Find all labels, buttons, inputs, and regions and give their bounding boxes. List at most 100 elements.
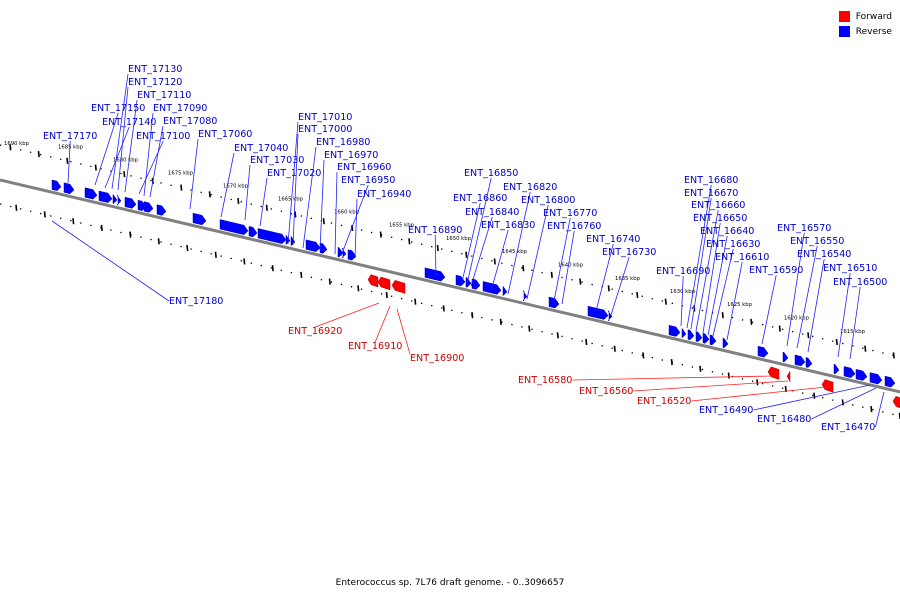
reverse-gene [695, 331, 703, 342]
gene-leader-line [104, 126, 130, 189]
lower-ruler-tick [471, 312, 474, 319]
upper-ruler-tick [721, 312, 724, 319]
lower-ruler-tick [727, 372, 730, 379]
gene-label: ENT_16550 [790, 236, 844, 247]
gene-label: ENT_16640 [700, 226, 754, 237]
scale-label: 1690 kbp [4, 141, 30, 147]
reverse-gene [502, 285, 508, 297]
reverse-gene [702, 332, 710, 344]
gene-leader-line [434, 234, 437, 277]
legend-forward-swatch [838, 11, 850, 22]
gene-label: ENT_16740 [586, 234, 640, 245]
gene-leader-line [319, 159, 325, 251]
gene-label: ENT_16890 [408, 225, 462, 236]
scale-label: 1615 kbp [840, 329, 866, 335]
upper-ruler-tick [208, 191, 211, 198]
upper-ruler-tick [522, 265, 525, 272]
lower-ruler-tick [556, 332, 559, 339]
lower-ruler-tick [72, 218, 75, 225]
gene-leader-line [837, 272, 851, 358]
lower-ruler-tick [870, 406, 873, 413]
gene-label: ENT_16470 [821, 422, 875, 433]
gene-label: ENT_17060 [198, 129, 252, 140]
reverse-gene [219, 219, 249, 235]
gene-leader-line [470, 216, 493, 287]
forward-gene [786, 370, 791, 383]
scale-label: 1675 kbp [168, 171, 194, 177]
legend: Forward Reverse [838, 9, 892, 39]
gene-label: ENT_16540 [797, 249, 851, 260]
gene-leader-line [124, 99, 138, 193]
reverse-gene [124, 196, 137, 209]
gene-leader-line [786, 232, 805, 347]
forward-gene [367, 274, 379, 288]
reverse-gene [112, 193, 118, 205]
upper-ruler-tick [465, 251, 468, 258]
gene-leader-line [292, 133, 299, 246]
upper-ruler-tick [607, 285, 610, 292]
reverse-gene [455, 274, 466, 287]
legend-reverse-swatch [838, 26, 850, 37]
scale-label: 1685 kbp [58, 145, 84, 151]
gene-leader-line [138, 140, 164, 195]
gene-label: ENT_17100 [136, 131, 190, 142]
gene-label: ENT_16960 [337, 162, 391, 173]
reverse-gene [305, 239, 321, 252]
upper-ruler-tick [66, 157, 69, 164]
gene-label: ENT_16610 [715, 252, 769, 263]
gene-label: ENT_16910 [348, 341, 402, 352]
gene-leader-line [189, 138, 199, 210]
reverse-gene [257, 228, 287, 244]
gene-label: ENT_16480 [757, 414, 811, 425]
lower-ruler-tick [756, 379, 759, 386]
reverse-gene [709, 334, 717, 346]
upper-ruler-tick [408, 238, 411, 245]
gene-label: ENT_16690 [656, 266, 710, 277]
upper-ruler-tick [493, 258, 496, 265]
upper-ruler-tick [265, 204, 268, 211]
upper-ruler-tick [123, 171, 126, 178]
gene-label: ENT_17030 [250, 155, 304, 166]
lower-ruler-tick [642, 352, 645, 359]
scale-label: 1670 kbp [223, 184, 249, 190]
reverse-gene [424, 267, 446, 282]
reverse-gene [192, 212, 207, 226]
gene-leader-line [396, 308, 411, 355]
scale-label: 1680 kbp [113, 158, 139, 164]
reverse-gene [757, 345, 769, 358]
upper-ruler-tick [636, 291, 639, 299]
lower-ruler-tick [841, 399, 844, 406]
scale-label: 1665 kbp [278, 196, 304, 202]
gene-label: ENT_16630 [706, 239, 760, 250]
lower-ruler-tick [499, 318, 502, 325]
gene-label: ENT_16570 [777, 223, 831, 234]
gene-label: ENT_16770 [543, 208, 597, 219]
upper-ruler-tick [579, 278, 582, 285]
gene-label: ENT_17020 [267, 168, 321, 179]
gene-leader-line [695, 209, 719, 332]
lower-ruler-tick [43, 211, 46, 218]
gene-label: ENT_16970 [324, 150, 378, 161]
scale-label: 1640 kbp [558, 262, 584, 268]
lower-ruler-tick [357, 285, 360, 292]
gene-label: ENT_16830 [481, 220, 535, 231]
gene-label: ENT_16950 [341, 175, 395, 186]
lower-ruler-tick [300, 271, 303, 278]
lower-ruler-tick [100, 224, 103, 231]
gene-leader-line [51, 220, 170, 302]
gene-leader-line [561, 230, 575, 305]
lower-ruler-tick [186, 244, 189, 252]
reverse-gene [805, 357, 813, 368]
lower-ruler-tick [585, 338, 588, 346]
gene-leader-line [595, 243, 614, 312]
gene-leader-line [490, 229, 509, 292]
upper-ruler-tick [94, 164, 97, 171]
gene-label: ENT_16860 [453, 193, 507, 204]
reverse-gene [782, 351, 789, 363]
reverse-gene [548, 296, 560, 309]
lower-ruler-tick [528, 325, 531, 332]
gene-label: ENT_17130 [128, 64, 182, 75]
gene-leader-line [726, 261, 743, 341]
reverse-gene [855, 369, 868, 381]
